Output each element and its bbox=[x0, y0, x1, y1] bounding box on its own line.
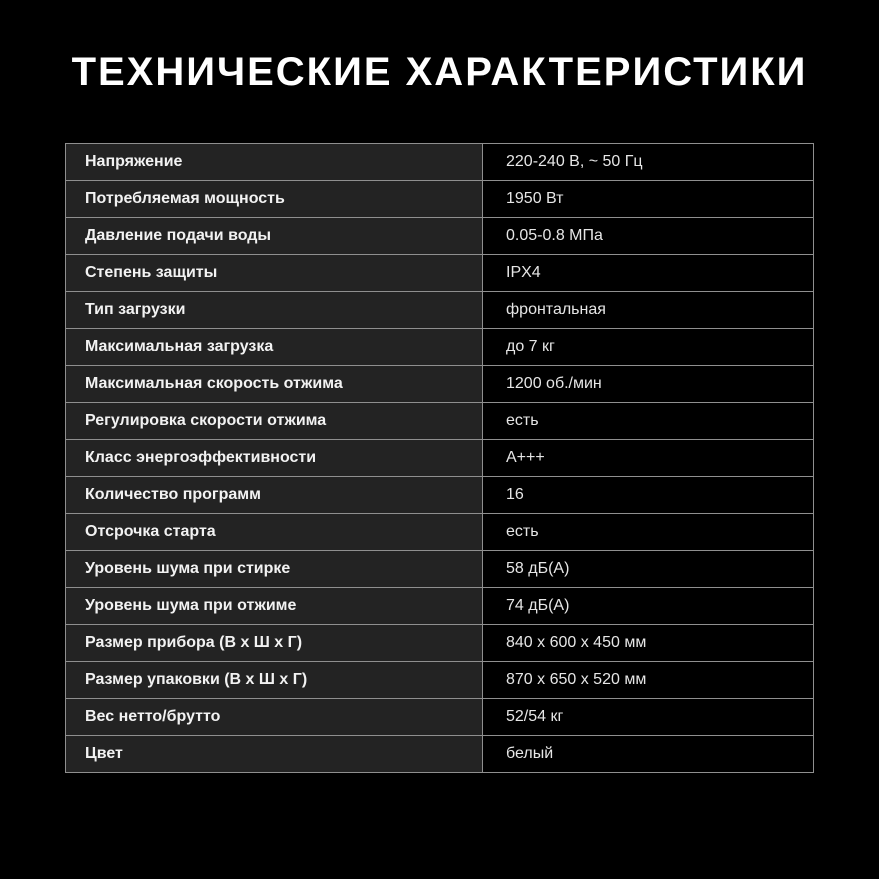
spec-row: Степень защиты IPX4 bbox=[65, 254, 814, 292]
spec-row: Напряжение 220-240 В, ~ 50 Гц bbox=[65, 143, 814, 181]
spec-row: Уровень шума при стирке 58 дБ(А) bbox=[65, 550, 814, 588]
spec-row: Размер прибора (В х Ш х Г) 840 x 600 x 45… bbox=[65, 624, 814, 662]
spec-row: Потребляемая мощность 1950 Вт bbox=[65, 180, 814, 218]
spec-row: Максимальная загрузка до 7 кг bbox=[65, 328, 814, 366]
spec-label: Вес нетто/брутто bbox=[65, 698, 483, 736]
spec-row: Тип загрузки фронтальная bbox=[65, 291, 814, 329]
spec-row: Размер упаковки (В х Ш х Г) 870 x 650 x 5… bbox=[65, 661, 814, 699]
spec-label: Размер прибора (В х Ш х Г) bbox=[65, 624, 483, 662]
spec-value: 16 bbox=[482, 476, 814, 514]
spec-value: 74 дБ(А) bbox=[482, 587, 814, 625]
spec-value: до 7 кг bbox=[482, 328, 814, 366]
spec-value: 870 x 650 x 520 мм bbox=[482, 661, 814, 699]
spec-value: 1200 об./мин bbox=[482, 365, 814, 403]
spec-label: Напряжение bbox=[65, 143, 483, 181]
spec-label: Размер упаковки (В х Ш х Г) bbox=[65, 661, 483, 699]
spec-row: Отсрочка старта есть bbox=[65, 513, 814, 551]
spec-label: Степень защиты bbox=[65, 254, 483, 292]
spec-value: есть bbox=[482, 402, 814, 440]
spec-row: Максимальная скорость отжима 1200 об./мин bbox=[65, 365, 814, 403]
spec-row: Цвет белый bbox=[65, 735, 814, 773]
spec-label: Цвет bbox=[65, 735, 483, 773]
spec-label: Потребляемая мощность bbox=[65, 180, 483, 218]
spec-value: IPX4 bbox=[482, 254, 814, 292]
spec-row: Количество программ 16 bbox=[65, 476, 814, 514]
spec-value: есть bbox=[482, 513, 814, 551]
spec-value: белый bbox=[482, 735, 814, 773]
spec-label: Уровень шума при стирке bbox=[65, 550, 483, 588]
spec-label: Максимальная скорость отжима bbox=[65, 365, 483, 403]
spec-value: 52/54 кг bbox=[482, 698, 814, 736]
spec-label: Максимальная загрузка bbox=[65, 328, 483, 366]
spec-value: 840 x 600 x 450 мм bbox=[482, 624, 814, 662]
spec-value: фронтальная bbox=[482, 291, 814, 329]
spec-label: Отсрочка старта bbox=[65, 513, 483, 551]
spec-row: Регулировка скорости отжима есть bbox=[65, 402, 814, 440]
spec-label: Тип загрузки bbox=[65, 291, 483, 329]
spec-row: Класс энергоэффективности A+++ bbox=[65, 439, 814, 477]
spec-label: Уровень шума при отжиме bbox=[65, 587, 483, 625]
spec-label: Регулировка скорости отжима bbox=[65, 402, 483, 440]
spec-row: Уровень шума при отжиме 74 дБ(А) bbox=[65, 587, 814, 625]
spec-row: Вес нетто/брутто 52/54 кг bbox=[65, 698, 814, 736]
spec-row: Давление подачи воды 0.05-0.8 МПа bbox=[65, 217, 814, 255]
spec-value: A+++ bbox=[482, 439, 814, 477]
spec-label: Количество программ bbox=[65, 476, 483, 514]
specs-table: Напряжение 220-240 В, ~ 50 Гц Потребляемая… bbox=[65, 143, 814, 773]
spec-value: 0.05-0.8 МПа bbox=[482, 217, 814, 255]
spec-value: 220-240 В, ~ 50 Гц bbox=[482, 143, 814, 181]
page-title: ТЕХНИЧЕСКИЕ ХАРАКТЕРИСТИКИ bbox=[71, 50, 808, 94]
spec-value: 58 дБ(А) bbox=[482, 550, 814, 588]
spec-value: 1950 Вт bbox=[482, 180, 814, 218]
spec-label: Класс энергоэффективности bbox=[65, 439, 483, 477]
spec-label: Давление подачи воды bbox=[65, 217, 483, 255]
